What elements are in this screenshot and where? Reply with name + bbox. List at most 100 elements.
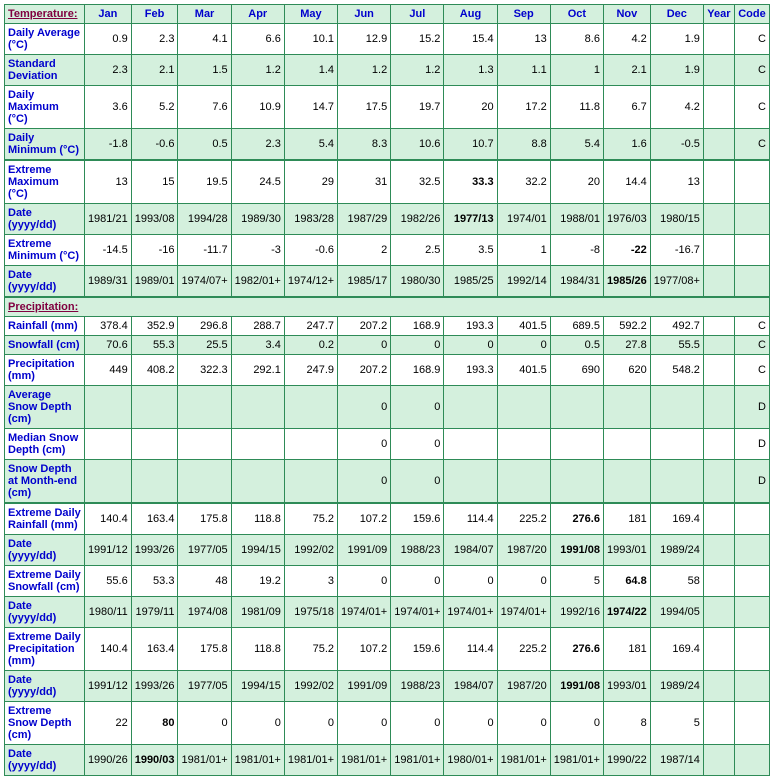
cell: 15.2	[391, 24, 444, 55]
cell	[550, 386, 603, 429]
table-row: Date (yyyy/dd)1980/111979/111974/081981/…	[5, 597, 770, 628]
cell: 1987/14	[650, 745, 703, 776]
cell	[603, 386, 650, 429]
cell: 1985/17	[338, 266, 391, 298]
cell: 1974/01+	[391, 597, 444, 628]
cell	[650, 429, 703, 460]
cell: 1991/12	[84, 535, 131, 566]
cell: 1981/01+	[231, 745, 284, 776]
precipitation-link[interactable]: Precipitation:	[5, 297, 770, 317]
cell: 690	[550, 355, 603, 386]
cell: 48	[178, 566, 231, 597]
cell: 5.4	[284, 129, 337, 161]
cell	[734, 204, 769, 235]
table-row: Rainfall (mm)378.4352.9296.8288.7247.720…	[5, 317, 770, 336]
cell: 181	[603, 628, 650, 671]
cell	[231, 460, 284, 504]
cell: 1981/01+	[338, 745, 391, 776]
header-year: Year	[703, 5, 734, 24]
row-label-med-snow-depth: Median Snow Depth (cm)	[5, 429, 85, 460]
cell: 22	[84, 702, 131, 745]
cell: 292.1	[231, 355, 284, 386]
cell: 118.8	[231, 628, 284, 671]
cell: 247.7	[284, 317, 337, 336]
header-temperature-link[interactable]: Temperature:	[5, 5, 85, 24]
table-row: Date (yyyy/dd)1991/121993/261977/051994/…	[5, 671, 770, 702]
cell	[734, 160, 769, 204]
table-row: Median Snow Depth (cm)00D	[5, 429, 770, 460]
cell	[497, 386, 550, 429]
cell: 25.5	[178, 336, 231, 355]
cell	[734, 671, 769, 702]
cell: 3.4	[231, 336, 284, 355]
cell	[497, 429, 550, 460]
cell: 1992/02	[284, 671, 337, 702]
cell	[178, 386, 231, 429]
cell: 3	[284, 566, 337, 597]
cell	[231, 386, 284, 429]
cell: 0	[444, 566, 497, 597]
cell: -3	[231, 235, 284, 266]
cell: 0	[444, 336, 497, 355]
cell: 15.4	[444, 24, 497, 55]
cell	[703, 266, 734, 298]
header-code: Code	[734, 5, 769, 24]
cell: C	[734, 129, 769, 161]
header-month: Nov	[603, 5, 650, 24]
table-row: Extreme Maximum (°C)131519.524.5293132.5…	[5, 160, 770, 204]
cell: C	[734, 336, 769, 355]
cell	[703, 628, 734, 671]
cell: 1974/01+	[338, 597, 391, 628]
cell: 10.6	[391, 129, 444, 161]
cell: 0	[391, 460, 444, 504]
row-label-ext-daily-rain-date: Date (yyyy/dd)	[5, 535, 85, 566]
cell	[444, 429, 497, 460]
cell: 140.4	[84, 503, 131, 535]
row-label-ext-snow-depth-date: Date (yyyy/dd)	[5, 745, 85, 776]
cell: 0	[338, 702, 391, 745]
cell: 1.6	[603, 129, 650, 161]
cell: 14.7	[284, 86, 337, 129]
cell: 1990/26	[84, 745, 131, 776]
cell: 1988/01	[550, 204, 603, 235]
cell: 1993/01	[603, 671, 650, 702]
cell: 80	[131, 702, 178, 745]
cell: 2.1	[131, 55, 178, 86]
cell: 0	[497, 702, 550, 745]
row-label-daily-min: Daily Minimum (°C)	[5, 129, 85, 161]
cell: 193.3	[444, 355, 497, 386]
cell	[734, 503, 769, 535]
table-row: Snowfall (cm)70.655.325.53.40.200000.527…	[5, 336, 770, 355]
cell	[734, 266, 769, 298]
cell	[444, 386, 497, 429]
row-label-ext-daily-snow-date: Date (yyyy/dd)	[5, 597, 85, 628]
cell: 225.2	[497, 628, 550, 671]
cell: 1989/24	[650, 535, 703, 566]
cell: 1994/05	[650, 597, 703, 628]
cell: 0	[178, 702, 231, 745]
cell: 1975/18	[284, 597, 337, 628]
cell: 1989/24	[650, 671, 703, 702]
cell	[734, 628, 769, 671]
cell	[703, 566, 734, 597]
cell: 8	[603, 702, 650, 745]
header-month: Apr	[231, 5, 284, 24]
cell: 8.6	[550, 24, 603, 55]
cell: 55.6	[84, 566, 131, 597]
table-body: Daily Average (°C)0.92.34.16.610.112.915…	[5, 24, 770, 776]
cell: 592.2	[603, 317, 650, 336]
cell: 0	[391, 702, 444, 745]
cell: 1.9	[650, 24, 703, 55]
cell: 3.5	[444, 235, 497, 266]
cell: 1990/03	[131, 745, 178, 776]
cell: 53.3	[131, 566, 178, 597]
cell: 64.8	[603, 566, 650, 597]
table-row: Precipitation (mm)449408.2322.3292.1247.…	[5, 355, 770, 386]
cell	[178, 429, 231, 460]
row-label-avg-snow-depth: Average Snow Depth (cm)	[5, 386, 85, 429]
cell: 2.5	[391, 235, 444, 266]
cell: 1974/12+	[284, 266, 337, 298]
cell	[131, 386, 178, 429]
cell: 1	[550, 55, 603, 86]
cell: 175.8	[178, 503, 231, 535]
